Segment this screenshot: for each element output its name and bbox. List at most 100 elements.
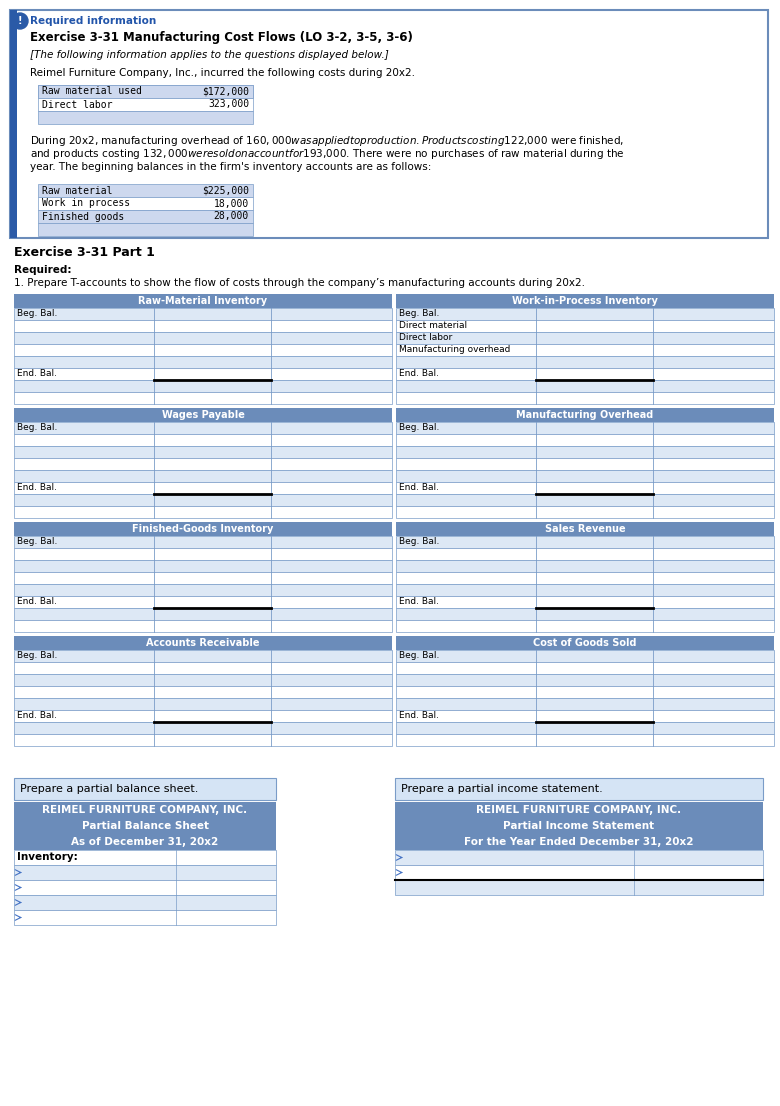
Text: year. The beginning balances in the firm's inventory accounts are as follows:: year. The beginning balances in the firm…: [30, 161, 431, 173]
Text: Manufacturing Overhead: Manufacturing Overhead: [516, 410, 654, 420]
Bar: [396, 722, 774, 734]
Text: Beg. Bal.: Beg. Bal.: [399, 651, 439, 660]
Text: Beg. Bal.: Beg. Bal.: [17, 651, 58, 660]
Bar: [395, 834, 763, 851]
Bar: [396, 307, 774, 320]
Bar: [14, 778, 276, 800]
Bar: [14, 895, 276, 910]
Bar: [14, 650, 392, 662]
Bar: [14, 851, 276, 865]
Bar: [396, 662, 774, 674]
Bar: [396, 344, 774, 356]
Bar: [14, 522, 392, 536]
Text: 28,000: 28,000: [214, 211, 249, 221]
Bar: [396, 422, 774, 434]
Bar: [14, 344, 392, 356]
Text: Beg. Bal.: Beg. Bal.: [17, 424, 58, 432]
Text: REIMEL FURNITURE COMPANY, INC.: REIMEL FURNITURE COMPANY, INC.: [42, 805, 247, 815]
Bar: [396, 674, 774, 686]
Text: 18,000: 18,000: [214, 198, 249, 209]
Bar: [14, 662, 392, 674]
Bar: [395, 818, 763, 834]
Text: Exercise 3-31 Manufacturing Cost Flows (LO 3-2, 3-5, 3-6): Exercise 3-31 Manufacturing Cost Flows (…: [30, 31, 413, 44]
Text: End. Bal.: End. Bal.: [17, 483, 57, 492]
Bar: [14, 818, 276, 834]
Text: [The following information applies to the questions displayed below.]: [The following information applies to th…: [30, 50, 388, 60]
Bar: [14, 572, 392, 584]
Bar: [14, 307, 392, 320]
Bar: [14, 620, 392, 632]
Bar: [396, 608, 774, 620]
Bar: [396, 620, 774, 632]
Bar: [396, 458, 774, 470]
Bar: [396, 596, 774, 608]
Bar: [396, 686, 774, 698]
Text: End. Bal.: End. Bal.: [399, 369, 439, 378]
Bar: [395, 802, 763, 818]
Bar: [14, 596, 392, 608]
Bar: [14, 722, 392, 734]
Bar: [396, 584, 774, 596]
Text: Finished goods: Finished goods: [42, 211, 124, 221]
Bar: [14, 446, 392, 458]
Text: As of December 31, 20x2: As of December 31, 20x2: [72, 837, 218, 847]
Bar: [38, 184, 253, 197]
Bar: [395, 851, 763, 865]
Bar: [396, 560, 774, 572]
Text: $225,000: $225,000: [202, 186, 249, 196]
Text: $172,000: $172,000: [202, 86, 249, 96]
Bar: [396, 482, 774, 494]
Bar: [38, 98, 253, 111]
Bar: [396, 470, 774, 482]
Bar: [14, 368, 392, 380]
Bar: [14, 584, 392, 596]
Text: Exercise 3-31 Part 1: Exercise 3-31 Part 1: [14, 246, 155, 259]
Text: End. Bal.: End. Bal.: [399, 597, 439, 606]
Bar: [14, 507, 392, 518]
Text: End. Bal.: End. Bal.: [17, 597, 57, 606]
Bar: [10, 10, 17, 238]
Bar: [396, 507, 774, 518]
Bar: [14, 560, 392, 572]
Bar: [396, 522, 774, 536]
Text: !: !: [18, 15, 23, 27]
Bar: [14, 674, 392, 686]
Bar: [38, 85, 253, 98]
Text: Work in process: Work in process: [42, 198, 130, 209]
Text: For the Year Ended December 31, 20x2: For the Year Ended December 31, 20x2: [464, 837, 693, 847]
Text: Beg. Bal.: Beg. Bal.: [399, 310, 439, 319]
Bar: [14, 320, 392, 332]
Text: End. Bal.: End. Bal.: [399, 711, 439, 720]
Bar: [14, 434, 392, 446]
Bar: [14, 332, 392, 344]
Bar: [396, 650, 774, 662]
Text: Required information: Required information: [30, 15, 156, 27]
Text: During 20x2, manufacturing overhead of $160,000 was applied to production. Produ: During 20x2, manufacturing overhead of $…: [30, 134, 624, 148]
Text: Raw material used: Raw material used: [42, 86, 142, 96]
Bar: [396, 698, 774, 710]
Text: Work-in-Process Inventory: Work-in-Process Inventory: [512, 296, 658, 306]
Bar: [14, 536, 392, 547]
Bar: [396, 356, 774, 368]
Text: Wages Payable: Wages Payable: [161, 410, 244, 420]
Bar: [38, 210, 253, 223]
Bar: [14, 834, 276, 851]
Text: End. Bal.: End. Bal.: [17, 369, 57, 378]
Text: Partial Income Statement: Partial Income Statement: [503, 821, 654, 831]
Text: Direct labor: Direct labor: [399, 334, 452, 343]
Text: End. Bal.: End. Bal.: [17, 711, 57, 720]
Bar: [14, 710, 392, 722]
Bar: [395, 865, 763, 880]
Text: End. Bal.: End. Bal.: [399, 483, 439, 492]
Text: and products costing $132,000 were sold on account for $193,000. There were no p: and products costing $132,000 were sold …: [30, 147, 625, 161]
Bar: [396, 734, 774, 747]
Bar: [14, 392, 392, 404]
Text: Partial Balance Sheet: Partial Balance Sheet: [81, 821, 208, 831]
Bar: [10, 10, 768, 238]
Text: REIMEL FURNITURE COMPANY, INC.: REIMEL FURNITURE COMPANY, INC.: [477, 805, 682, 815]
Text: Cost of Goods Sold: Cost of Goods Sold: [534, 638, 636, 648]
Bar: [14, 608, 392, 620]
Bar: [14, 380, 392, 392]
Bar: [14, 356, 392, 368]
Bar: [14, 865, 276, 880]
